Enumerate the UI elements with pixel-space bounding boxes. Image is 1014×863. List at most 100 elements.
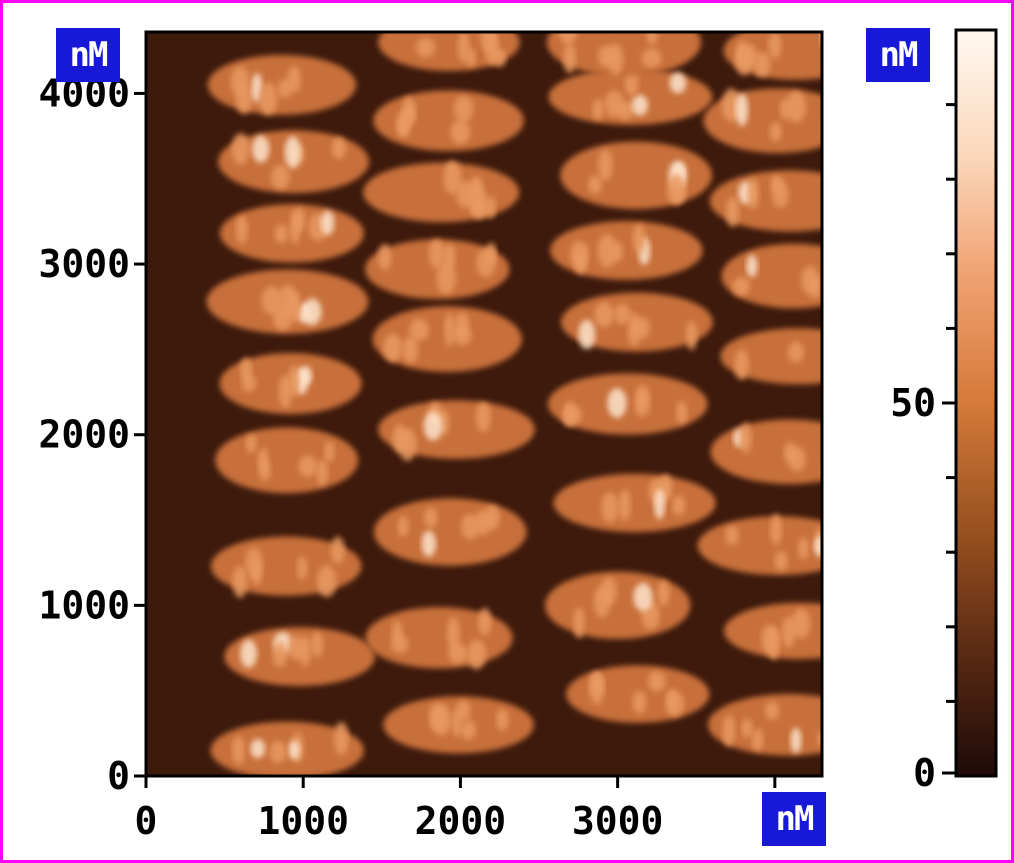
x-axis: 0 1000 2000 3000 <box>135 776 777 843</box>
heatmap-highlight <box>383 333 403 363</box>
heatmap-highlight <box>409 318 429 341</box>
heatmap-disc <box>721 243 822 309</box>
x-axis-unit-label: nM <box>762 792 826 846</box>
heatmap-highlight <box>838 332 856 356</box>
heatmap-highlight <box>298 455 318 477</box>
heatmap-highlight <box>235 215 248 245</box>
heatmap-highlight <box>272 642 288 668</box>
heatmap-highlight <box>809 275 821 299</box>
heatmap-highlight <box>732 277 750 296</box>
heatmap-highlight <box>453 325 472 346</box>
heatmap-highlight <box>485 195 496 219</box>
heatmap-highlight <box>288 635 305 661</box>
heatmap-highlight <box>597 45 616 68</box>
heatmap-highlight <box>396 110 410 137</box>
heatmap-highlight <box>452 709 463 738</box>
heatmap-highlight <box>791 608 811 639</box>
heatmap-disc <box>544 571 691 640</box>
heatmap-highlight <box>467 639 487 670</box>
heatmap-disc <box>550 221 703 280</box>
heatmap-highlight <box>444 312 455 347</box>
heatmap-highlight <box>288 364 300 398</box>
heatmap-highlight <box>493 48 506 67</box>
heatmap-highlight <box>317 565 337 598</box>
heatmap-highlight <box>250 738 266 759</box>
heatmap-highlight <box>823 454 835 482</box>
heatmap-highlight <box>788 341 804 363</box>
heatmap-highlight <box>672 494 686 516</box>
heatmap-highlight <box>597 234 617 268</box>
heatmap-highlight <box>838 439 857 462</box>
heatmap-highlight <box>768 32 782 59</box>
heatmap-highlight <box>725 526 739 546</box>
heatmap-highlight <box>424 507 438 528</box>
heatmap-highlight <box>274 224 289 243</box>
heatmap-highlight <box>614 304 631 325</box>
heatmap-highlight <box>415 37 436 58</box>
heatmap-highlight <box>843 343 854 368</box>
heatmap-highlight <box>769 122 782 142</box>
heatmap-highlight <box>331 137 346 159</box>
heatmap-highlight <box>846 345 861 374</box>
heatmap-disc <box>215 427 359 494</box>
heatmap-highlight <box>765 701 780 720</box>
heatmap-disc <box>365 239 510 299</box>
heatmap-disc <box>546 32 702 77</box>
heatmap-disc <box>553 473 716 533</box>
heatmap-disc <box>210 721 364 776</box>
heatmap-highlight <box>397 516 409 537</box>
heatmap-highlight <box>271 164 290 190</box>
heatmap-highlight <box>618 489 631 521</box>
heatmap-highlight <box>676 401 688 425</box>
heatmap-highlight <box>631 94 649 116</box>
heatmap-disc <box>373 90 524 152</box>
heatmap-highlight <box>726 196 740 228</box>
heatmap-highlight <box>654 488 666 520</box>
heatmap-highlight <box>232 566 248 599</box>
y-tick-label: 1000 <box>38 583 130 627</box>
heatmap-highlight <box>261 286 282 315</box>
heatmap-highlight <box>446 616 460 651</box>
heatmap-highlight <box>288 740 301 760</box>
heatmap-highlight <box>443 160 462 195</box>
plot-border <box>144 30 824 778</box>
heatmap-highlight <box>310 632 324 658</box>
heatmap-highlight <box>798 537 809 560</box>
heatmap-highlight <box>667 174 686 205</box>
x-tick-label: 2000 <box>415 799 507 843</box>
heatmap-highlight <box>324 441 335 463</box>
heatmap-disc <box>547 373 708 435</box>
heatmap-highlight <box>578 319 596 350</box>
colorbar: 0 50 <box>890 28 998 795</box>
colorbar-tick-label: 50 <box>890 381 936 425</box>
heatmap-highlight <box>666 688 677 711</box>
heatmap-highlight <box>232 735 245 765</box>
heatmap-highlight <box>767 627 780 661</box>
heatmap-highlight <box>772 180 789 208</box>
heatmap-highlight <box>573 607 585 639</box>
heatmap-highlight <box>468 185 487 216</box>
y-tick-label: 0 <box>107 754 130 798</box>
heatmap-highlight <box>841 191 855 212</box>
colorbar-gradient <box>954 28 998 778</box>
heatmap-features <box>206 32 861 776</box>
heatmap-highlight <box>450 119 471 145</box>
heatmap-highlight <box>259 460 271 482</box>
heatmap-highlight <box>753 52 771 78</box>
heatmap-highlight <box>735 47 753 76</box>
heatmap-highlight <box>269 740 287 764</box>
heatmap-highlight <box>421 530 437 557</box>
heatmap-highlight <box>610 241 624 262</box>
x-tick-label: 3000 <box>572 799 664 843</box>
heatmap-highlight <box>284 136 301 169</box>
heatmap-highlight <box>774 551 788 571</box>
heatmap-highlight <box>428 239 445 269</box>
heatmap-highlight <box>592 98 604 121</box>
heatmap-highlight <box>588 175 602 194</box>
heatmap-highlight <box>496 708 509 731</box>
heatmap-highlight <box>564 401 575 427</box>
heatmap-highlight <box>245 434 257 453</box>
heatmap-highlight <box>669 72 687 94</box>
heatmap-highlight <box>589 672 604 696</box>
